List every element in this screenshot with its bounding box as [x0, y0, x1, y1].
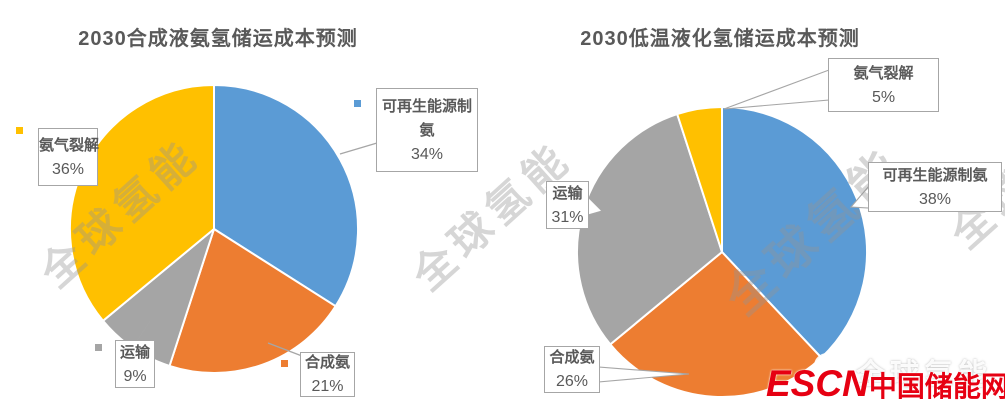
callout-value: 9%: [123, 367, 147, 385]
callout-label: 氨: [419, 121, 435, 139]
leader-line-transport-left: [136, 320, 151, 342]
callout-transport-left: 运输 9%: [115, 340, 155, 388]
callout-label: 合成氨: [549, 349, 595, 366]
watermark-footer: 全球氢能: [856, 359, 993, 391]
callout-value: 26%: [555, 373, 589, 390]
callout-ammonia-synthesis-right: 合成氨 26%: [544, 346, 600, 393]
callout-value: 38%: [918, 190, 952, 208]
chart-title-right: 2030低温液化氢储运成本预测: [580, 28, 860, 50]
callout-ammonia-cracking-right: 氨气裂解 5%: [828, 58, 939, 112]
pie-left: [68, 84, 360, 375]
pie-slice-合成氨: [168, 228, 337, 375]
legend-marker-yellow: [16, 127, 23, 134]
callout-wedge-cracking-right: [723, 69, 830, 110]
legend-marker-orange: [281, 360, 288, 367]
callout-value: 5%: [871, 88, 896, 106]
chart-title-left: 2030合成液氨氢储运成本预测: [78, 28, 358, 50]
callout-label: 可再生能源制: [381, 97, 472, 115]
callout-transport-right: 运输 31%: [546, 181, 589, 229]
pie-slice-合成氨: [609, 251, 823, 398]
leader-line-renewable-left: [339, 142, 378, 155]
escn-logo: ESCN 中国储能网: [766, 363, 1005, 405]
pie-slice-氨气裂解: [676, 106, 723, 253]
callout-renewable-ammonia-right: 可再生能源制氨 38%: [868, 162, 1002, 212]
callout-value: 34%: [410, 145, 444, 163]
callout-label: 氨气裂解: [853, 64, 914, 82]
callout-value: 21%: [311, 378, 344, 395]
hydrogen-site-logo-icon: [814, 353, 840, 379]
callout-label: 运输: [552, 184, 583, 202]
callout-label: 氨气裂解: [39, 136, 100, 154]
callout-value: 31%: [551, 208, 584, 226]
escn-logo-latin: ESCN: [766, 363, 869, 404]
callout-label: 运输: [119, 343, 150, 361]
callout-label: 可再生能源制氨: [882, 166, 988, 184]
callout-ammonia-synthesis-left: 合成氨 21%: [300, 352, 355, 397]
pie-slice-可再生能源制氨: [721, 106, 869, 359]
callout-renewable-ammonia-left: 可再生能源制 氨 34%: [376, 88, 478, 172]
legend-marker-gray: [95, 344, 102, 351]
callout-ammonia-cracking-left: 氨气裂解 36%: [38, 128, 100, 186]
escn-logo-cn: 中国储能网: [868, 371, 1005, 402]
leader-line-synthesis-left: [267, 342, 303, 357]
callout-value: 36%: [51, 160, 85, 178]
callout-label: 合成氨: [304, 354, 350, 371]
pie-right: [576, 106, 869, 398]
legend-marker-blue: [354, 100, 361, 107]
